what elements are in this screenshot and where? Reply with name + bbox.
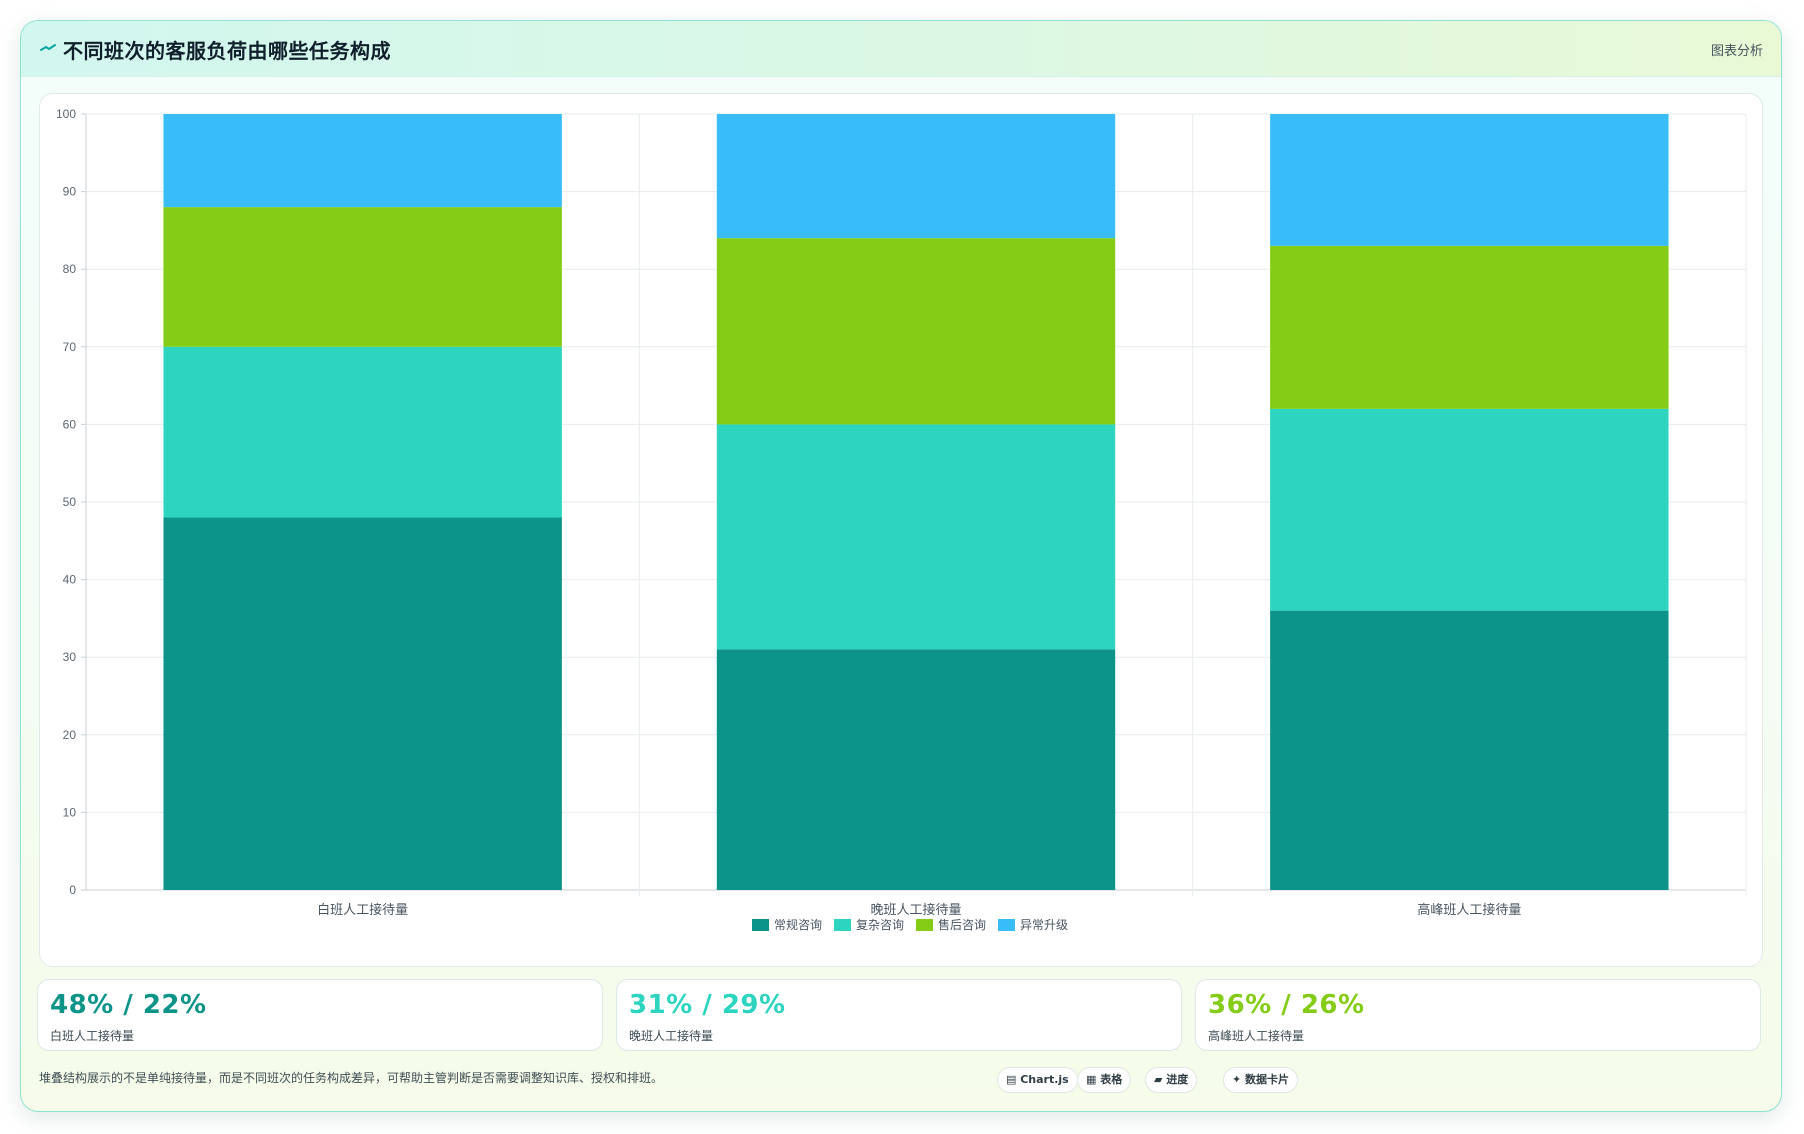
legend-swatch	[916, 919, 933, 931]
footer-note: 堆叠结构展示的不是单纯接待量，而是不同班次的任务构成差异，可帮助主管判断是否需要…	[39, 1071, 664, 1085]
tag-data-card[interactable]: ✦ 数据卡片	[1223, 1067, 1299, 1093]
stat-label-peak-shift: 高峰班人工接待量	[1208, 1029, 1305, 1043]
legend-label: 常规咨询	[774, 917, 822, 932]
stat-label-night-shift: 晚班人工接待量	[629, 1029, 714, 1043]
bar-segment	[716, 114, 1116, 239]
chart-panel: 0 10 20 30 40 50 60 70 80 90 100 白班人工接待量 晚班人工接待量 高峰班人…	[39, 93, 1763, 967]
y-tick-label: 60	[63, 417, 77, 431]
y-tick-label: 10	[63, 805, 77, 819]
x-tick-label: 高峰班人工接待量	[1417, 902, 1521, 918]
y-tick-label: 20	[63, 728, 77, 742]
y-tick-label: 30	[63, 650, 77, 664]
stat-card-day-shift: 48% / 22% 白班人工接待量	[37, 979, 603, 1051]
bar-segment	[1270, 408, 1669, 611]
trend-line-icon	[40, 44, 56, 51]
x-tick-label: 晚班人工接待量	[870, 902, 961, 918]
bar-segment	[716, 649, 1116, 890]
stat-value-peak-shift: 36% / 26%	[1208, 990, 1365, 1020]
y-tick-label: 70	[63, 340, 77, 354]
bar-segment	[163, 207, 562, 347]
x-tick-label: 白班人工接待量	[317, 902, 408, 918]
legend-swatch	[998, 919, 1015, 931]
stat-card-peak-shift: 36% / 26% 高峰班人工接待量	[1195, 979, 1761, 1051]
bar-segment	[163, 517, 562, 890]
y-tick-label: 90	[63, 185, 77, 199]
y-tick-label: 0	[69, 883, 76, 897]
bar-segment	[1270, 610, 1669, 890]
stat-label-day-shift: 白班人工接待量	[50, 1029, 135, 1043]
y-tick-label: 80	[63, 262, 77, 276]
legend-label: 异常升级	[1020, 918, 1068, 932]
bar-segment	[1270, 245, 1669, 409]
legend-swatch	[752, 919, 769, 931]
card-header: 不同班次的客服负荷由哪些任务构成 图表分析	[21, 21, 1781, 77]
legend-label: 售后咨询	[938, 917, 986, 932]
chart-card: 不同班次的客服负荷由哪些任务构成 图表分析 0 10 20 30 40 50 60 70 80 9…	[20, 20, 1782, 1112]
bar-segment	[1270, 114, 1669, 246]
chart-analysis-button[interactable]: 图表分析	[1710, 44, 1763, 59]
legend-label: 复杂咨询	[856, 917, 904, 932]
legend-swatch	[834, 919, 851, 931]
page-title: 不同班次的客服负荷由哪些任务构成	[63, 39, 391, 63]
bar-segment	[163, 346, 562, 518]
y-tick-label: 100	[56, 107, 76, 121]
y-tick-label: 50	[63, 495, 77, 509]
bar-segment	[716, 238, 1116, 425]
y-tick-label: 40	[63, 573, 77, 587]
stat-value-night-shift: 31% / 29%	[629, 990, 786, 1020]
bar-segment	[163, 114, 562, 208]
tag-table[interactable]: ▦ 表格	[1077, 1067, 1132, 1093]
bar-segment	[716, 424, 1116, 650]
stat-value-day-shift: 48% / 22%	[50, 990, 207, 1020]
stacked-bar-chart: 0 10 20 30 40 50 60 70 80 90 100 白班人工接待量 晚班人工接待量 高峰班人…	[56, 107, 1747, 932]
tag-chartjs[interactable]: ▤ Chart.js	[997, 1067, 1078, 1093]
tag-progress[interactable]: ▰ 进度	[1145, 1067, 1198, 1093]
stat-card-night-shift: 31% / 29% 晚班人工接待量	[616, 979, 1182, 1051]
